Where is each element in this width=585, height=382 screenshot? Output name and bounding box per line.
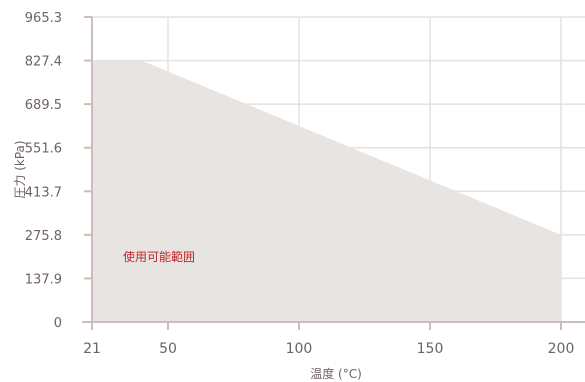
x-tick-label: 100 [286,341,313,357]
x-tick-label: 21 [83,341,101,357]
y-tick-labels: 0 137.9 275.8 413.7 551.6 689.5 827.4 965.3 [25,11,62,331]
y-tick-label: 965.3 [25,11,62,26]
x-tick-labels: 21 50 100 150 200 [83,341,574,357]
y-axis-label: 圧力 (kPa) [13,140,27,198]
usable-range-annotation: 使用可能範囲 [123,249,195,264]
y-tick-label: 0 [54,316,62,331]
y-tick-label: 551.6 [25,142,62,157]
x-axis-label: 温度 (°C) [310,366,362,381]
axes [82,16,585,330]
y-tick-label: 275.8 [25,229,62,244]
x-tick-label: 200 [548,341,575,357]
usable-range-area [92,60,561,322]
y-tick-label: 689.5 [25,98,62,113]
x-tick-label: 50 [159,341,177,357]
y-tick-label: 827.4 [25,55,62,70]
y-tick-label: 137.9 [25,272,62,287]
y-tick-label: 413.7 [25,185,62,200]
x-tick-label: 150 [417,341,444,357]
